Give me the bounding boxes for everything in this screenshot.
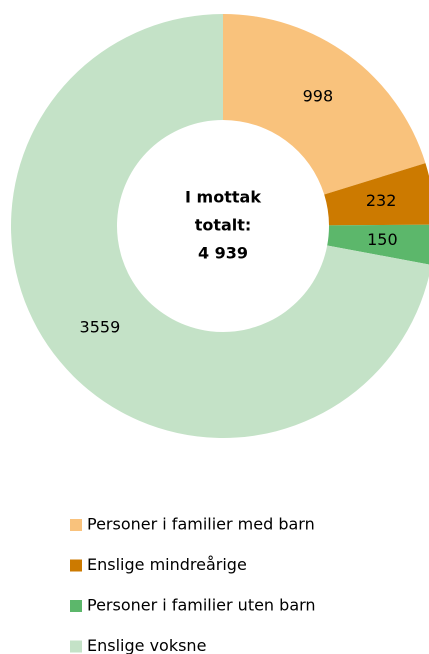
legend-swatch [70,519,82,531]
legend-label: Personer i familier med barn [87,515,315,534]
slice-label: 232 [366,191,397,210]
donut-slice [223,14,426,195]
slice-label: 3559 [80,318,121,337]
legend: Personer i familier med barn Enslige mind… [70,515,316,654]
legend-swatch [70,600,82,612]
legend-label: Personer i familier uten barn [87,596,316,615]
center-label: I mottak [185,188,261,207]
legend-swatch [70,559,82,572]
center-label: 4 939 [198,244,248,263]
legend-swatch [70,640,82,653]
center-label: totalt: [195,216,252,235]
legend-label: Enslige voksne [87,636,206,654]
legend-label: Enslige mindreårige [87,555,247,574]
slice-label: 150 [367,230,398,249]
donut-slice [327,224,429,265]
slice-label: 998 [303,87,334,106]
donut-slice [11,14,429,438]
donut-slice [324,163,429,226]
